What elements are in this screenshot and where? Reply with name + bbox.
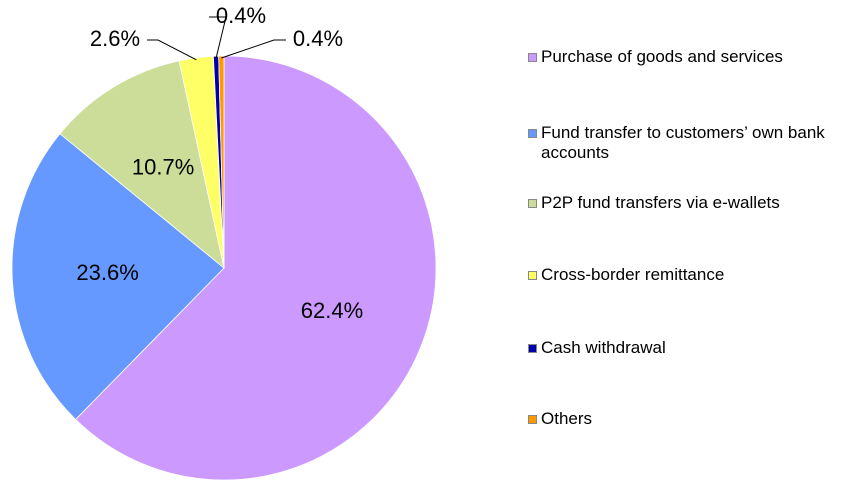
legend-swatch bbox=[528, 129, 537, 138]
legend-item: Cash withdrawal bbox=[528, 338, 840, 358]
legend-label: Fund transfer to customers’ own bank acc… bbox=[541, 123, 825, 162]
legend-item: Cross-border remittance bbox=[528, 265, 840, 285]
legend-swatch bbox=[528, 271, 537, 280]
legend-swatch bbox=[528, 53, 537, 62]
data-label: 10.7% bbox=[132, 154, 194, 179]
legend-label: Others bbox=[541, 409, 593, 428]
legend-swatch bbox=[528, 415, 537, 424]
leader-line bbox=[209, 16, 227, 59]
legend-item: Purchase of goods and services bbox=[528, 47, 840, 67]
legend-label: Cash withdrawal bbox=[541, 338, 666, 357]
pie-slice bbox=[218, 55, 225, 269]
legend-label: P2P fund transfers via e-wallets bbox=[541, 193, 780, 212]
data-label: 2.6% bbox=[90, 26, 140, 51]
data-label: 0.4% bbox=[293, 26, 343, 51]
pie-slice bbox=[59, 60, 225, 270]
legend-label: Cross-border remittance bbox=[541, 265, 725, 284]
pie-slice bbox=[75, 55, 437, 481]
legend-swatch bbox=[528, 344, 537, 353]
leader-line bbox=[147, 39, 197, 61]
data-label: 62.4% bbox=[301, 298, 363, 323]
pie-slice bbox=[11, 133, 225, 420]
legend-label: Purchase of goods and services bbox=[541, 47, 783, 66]
data-label: 23.6% bbox=[76, 260, 138, 285]
legend-item: P2P fund transfers via e-wallets bbox=[528, 193, 840, 213]
leader-line bbox=[221, 39, 286, 59]
legend-item: Others bbox=[528, 409, 840, 429]
data-label: 0.4% bbox=[216, 3, 266, 28]
legend-item: Fund transfer to customers’ own bank acc… bbox=[528, 123, 840, 163]
legend-swatch bbox=[528, 199, 537, 208]
